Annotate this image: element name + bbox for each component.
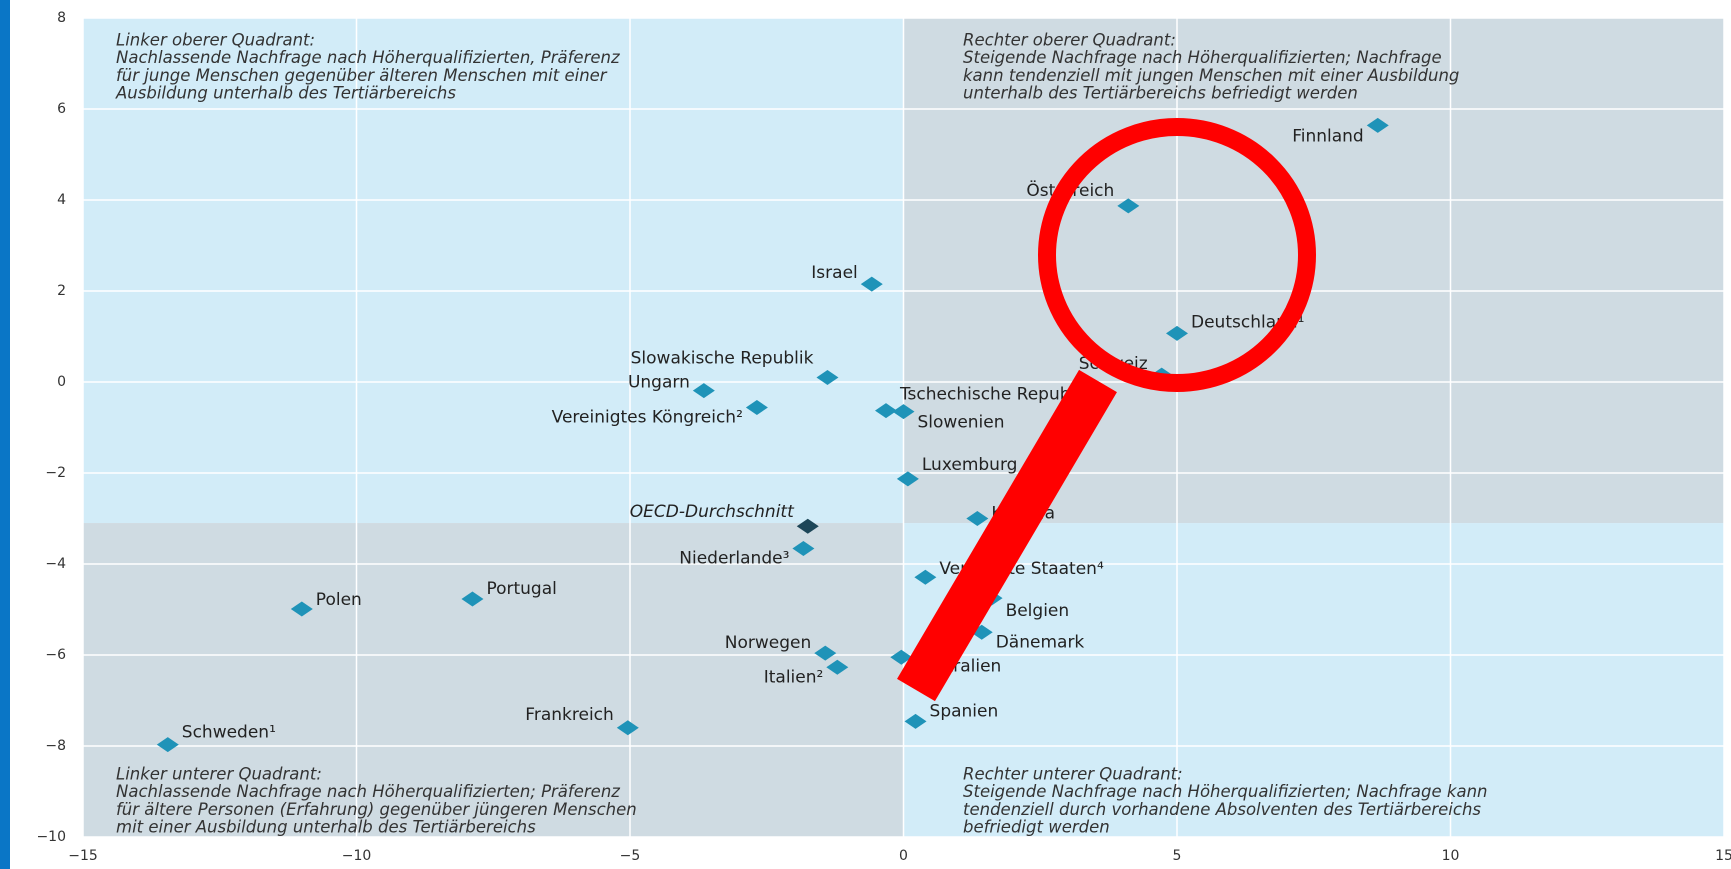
point-label: Schweden¹ <box>182 723 276 743</box>
quadrant-title: Linker oberer Quadrant: <box>116 31 315 50</box>
quadrant-text: befriedigt werden <box>963 818 1110 837</box>
point <box>692 383 715 399</box>
point-label: Niederlande³ <box>679 549 789 569</box>
point <box>874 403 897 419</box>
point <box>745 399 768 415</box>
quadrant-text: Steigende Nachfrage nach Höherqualifizie… <box>963 48 1442 67</box>
point-label: Vereinigtes Köngreich² <box>552 407 743 427</box>
quadrant-text: unterhalb des Tertiärbereichs befriedigt… <box>963 84 1358 103</box>
point <box>796 518 819 534</box>
quadrant-text: Nachlassende Nachfrage nach Höherqualifi… <box>116 48 620 67</box>
point-label: OECD-Durchschnitt <box>630 502 795 522</box>
point <box>892 404 915 420</box>
y-tick-label: −10 <box>36 829 66 845</box>
quadrant-text: Ausbildung unterhalb des Tertiärbereichs <box>115 84 456 103</box>
point-label: Tschechische Republik <box>899 385 1090 405</box>
point <box>914 569 937 585</box>
point <box>816 369 839 385</box>
point-label: Norwegen <box>725 633 812 653</box>
magnifier-handle <box>897 369 1117 702</box>
quadrant <box>83 523 904 837</box>
point-label: Frankreich <box>525 705 614 725</box>
point <box>896 471 919 487</box>
y-tick-label: 2 <box>57 283 66 299</box>
quadrant-title: Linker unterer Quadrant: <box>116 765 322 784</box>
point <box>156 737 179 753</box>
x-tick-label: −15 <box>68 848 98 864</box>
quadrant-text: mit einer Ausbildung unterhalb des Terti… <box>116 818 536 837</box>
quadrant-text: kann tendenziell mit jungen Menschen mit… <box>963 66 1459 85</box>
point-label: Slowakische Republik <box>631 348 814 368</box>
point <box>860 276 883 292</box>
y-tick-label: 4 <box>57 192 66 208</box>
point-label: Slowenien <box>918 413 1005 433</box>
point-label: Ungarn <box>628 373 690 393</box>
quadrant-text: tendenziell durch vorhandene Absolventen… <box>963 800 1481 819</box>
point <box>966 511 989 526</box>
point-label: Italien² <box>764 667 824 687</box>
y-tick-label: 0 <box>57 374 66 390</box>
point <box>792 541 815 557</box>
point-label: Israel <box>811 263 857 283</box>
x-tick-label: 0 <box>899 848 908 864</box>
point-label: Spanien <box>930 701 999 721</box>
y-tick-label: −6 <box>45 647 66 663</box>
point <box>904 713 927 729</box>
point <box>1166 325 1188 341</box>
x-tick-label: 5 <box>1173 848 1182 864</box>
quadrant <box>903 523 1724 837</box>
point <box>461 591 484 607</box>
point-label: Dänemark <box>996 632 1085 652</box>
quadrant-text: Nachlassende Nachfrage nach Höherqualifi… <box>116 782 620 801</box>
quadrant-title: Rechter unterer Quadrant: <box>963 765 1183 784</box>
point <box>1366 117 1389 133</box>
point <box>1117 198 1140 214</box>
y-tick-label: −4 <box>45 556 66 572</box>
magnifier-ring <box>1038 118 1316 392</box>
x-tick-label: 15 <box>1715 848 1731 864</box>
point <box>814 645 837 661</box>
y-tick-label: 8 <box>57 10 66 26</box>
x-tick-label: −10 <box>342 848 372 864</box>
point <box>290 601 313 617</box>
x-tick-label: −5 <box>620 848 641 864</box>
quadrant-text: für ältere Personen (Erfahrung) gegenübe… <box>116 800 637 819</box>
y-tick-label: −2 <box>45 465 66 481</box>
point-label: Polen <box>316 590 362 610</box>
y-tick-label: −8 <box>45 738 66 754</box>
quadrant <box>83 18 904 524</box>
quadrant-text: für junge Menschen gegenüber älteren Men… <box>116 66 608 85</box>
x-tick-label: 10 <box>1442 848 1460 864</box>
point <box>890 649 913 665</box>
y-tick-label: 6 <box>57 101 66 117</box>
point-label: Portugal <box>486 579 556 599</box>
point-label: Belgien <box>1006 601 1070 621</box>
quadrant-text: Steigende Nachfrage nach Höherqualifizie… <box>963 782 1488 801</box>
quadrant-title: Rechter oberer Quadrant: <box>963 31 1176 50</box>
point-label: Luxemburg <box>922 455 1018 475</box>
point-label: Finnland <box>1292 126 1364 146</box>
point <box>826 659 849 675</box>
point <box>616 720 639 736</box>
